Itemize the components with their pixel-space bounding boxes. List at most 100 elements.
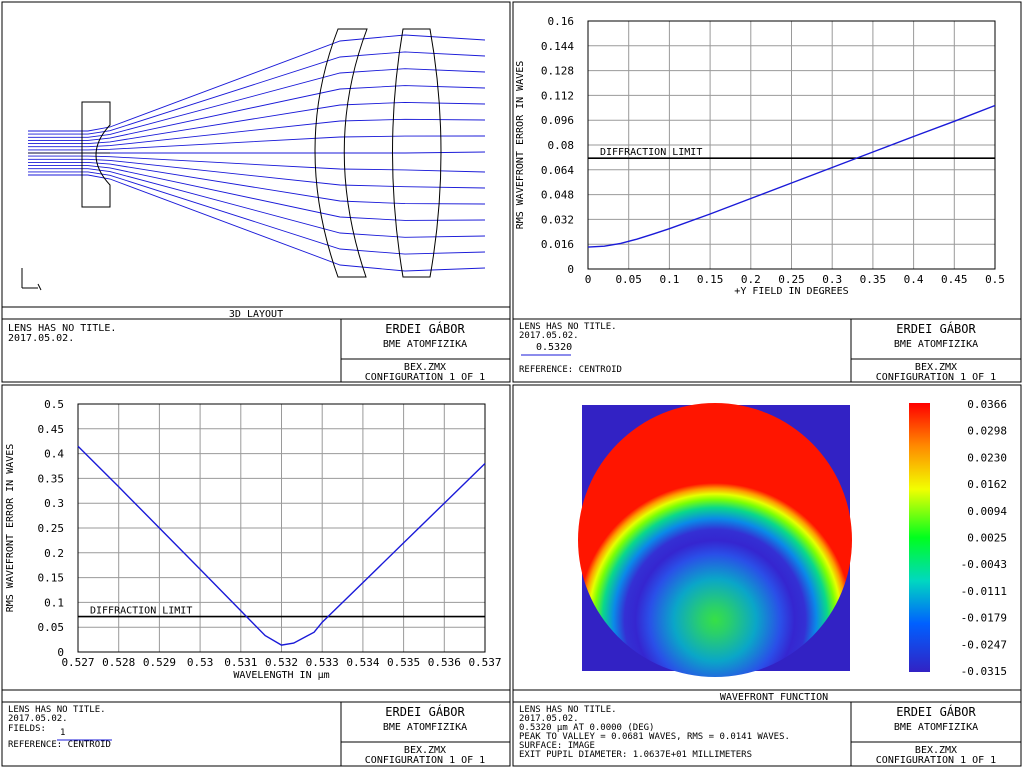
y-tick-label: 0: [567, 263, 574, 276]
colorbar-tick-label: -0.0247: [961, 638, 1007, 651]
y-tick-label: 0.35: [38, 472, 65, 485]
colorbar-tick-label: -0.0043: [961, 558, 1007, 571]
ray: [28, 68, 486, 138]
colorbar-tick-label: 0.0230: [967, 451, 1007, 464]
x-tick-label: 0.537: [468, 656, 501, 669]
x-tick-label: 0.15: [697, 273, 724, 286]
legend-label: 0.5320: [536, 342, 572, 353]
y-tick-label: 0.05: [38, 621, 65, 634]
colorbar-tick-label: 0.0025: [967, 532, 1007, 545]
author-name: ERDEI GÁBOR: [385, 704, 465, 719]
ray: [28, 85, 486, 141]
title-block: LENS HAS NO TITLE. 2017.05.02. ERDEI GÁB…: [8, 319, 510, 383]
x-tick-label: 0.527: [61, 656, 94, 669]
lens-element-2: [314, 28, 368, 278]
reference-label: REFERENCE: CENTROID: [519, 365, 622, 375]
panel-rms-vs-wavelength: 0.527 0.528 0.529 0.53 0.531 0.532 0.533 0.534 0…: [1, 384, 511, 767]
diffraction-limit-label: DIFFRACTION LIMIT: [600, 147, 702, 158]
y-tick-label: 0.016: [541, 238, 574, 251]
y-tick-label: 0.08: [548, 139, 575, 152]
y-tick-label: 0.45: [38, 423, 65, 436]
wavefront-map: [578, 403, 852, 677]
x-tick-label: 0: [585, 273, 592, 286]
author-name: ERDEI GÁBOR: [385, 321, 465, 336]
configuration-label: CONFIGURATION 1 OF 1: [876, 755, 996, 766]
organization: BME ATOMFIZIKA: [894, 339, 978, 350]
x-tick-label: 0.35: [860, 273, 887, 286]
info-line: 2017.05.02.: [519, 331, 579, 341]
x-tick-label: 0.45: [941, 273, 968, 286]
configuration-label: CONFIGURATION 1 OF 1: [876, 372, 996, 383]
panel-rms-vs-field: 0 0.05 0.1 0.15 0.2 0.25 0.3 0.35 0.4 0.45 0.5 0 0.0…: [512, 1, 1022, 383]
x-tick-label: 0.25: [778, 273, 805, 286]
x-axis-label: +Y FIELD IN DEGREES: [734, 286, 848, 297]
y-tick-label: 0.032: [541, 213, 574, 226]
colorbar: [909, 403, 930, 672]
info-line: LENS HAS NO TITLE.: [8, 323, 116, 334]
x-tick-label: 0.5: [985, 273, 1005, 286]
x-tick-label: 0.1: [659, 273, 679, 286]
panel-wavefront-function: WAVEFRONT FUNCTION 0.03660.02980.02300.0…: [512, 384, 1022, 767]
series-line: [77, 445, 486, 646]
y-tick-label: 0.064: [541, 164, 574, 177]
x-tick-label: 0.531: [224, 656, 257, 669]
y-tick-label: 0.144: [541, 40, 574, 53]
title-block: LENS HAS NO TITLE. 2017.05.02. FIELDS: 1…: [8, 702, 510, 766]
rms-field-chart: 0 0.05 0.1 0.15 0.2 0.25 0.3 0.35 0.4 0.45 0.5 0 0.0…: [515, 15, 1005, 297]
y-tick-label: 0.112: [541, 89, 574, 102]
ray: [28, 34, 486, 132]
panel-frame: [512, 384, 1022, 767]
ray: [28, 101, 486, 145]
y-tick-label: 0.4: [44, 448, 64, 461]
colorbar-tick-label: -0.0111: [961, 585, 1007, 598]
ray: [28, 135, 486, 151]
panel-frame: [1, 384, 511, 767]
info-line: LENS HAS NO TITLE.: [519, 322, 617, 332]
y-tick-label: 0.3: [44, 497, 64, 510]
fields-label: FIELDS:: [8, 724, 46, 734]
y-tick-label: 0.096: [541, 114, 574, 127]
info-line: 2017.05.02.: [8, 333, 74, 344]
color-scale: 0.0366 0.0298 0.0230 0.0162 0.0094 0.0025 -0.0…: [909, 398, 1007, 678]
colorbar-tick-label: 0.0162: [967, 478, 1007, 491]
y-tick-label: 0.15: [38, 572, 65, 585]
rms-wavelength-chart: 0.527 0.528 0.529 0.53 0.531 0.532 0.533 0.534 0…: [5, 398, 502, 681]
lens-element-3: [392, 28, 442, 278]
ray: [28, 174, 486, 272]
colorbar-tick-label: 0.0298: [967, 425, 1007, 438]
ray: [28, 155, 486, 173]
reference-label: REFERENCE: CENTROID: [8, 740, 111, 750]
y-tick-label: 0: [57, 646, 64, 659]
panel-3d-layout: 3D LAYOUT LENS HAS NO TITLE. 2017.05.02.…: [1, 1, 511, 383]
y-tick-label: 0.25: [38, 522, 65, 535]
title-block: LENS HAS NO TITLE. 2017.05.02. 0.5320 µm…: [519, 702, 1021, 766]
title-block: LENS HAS NO TITLE. 2017.05.02. 0.5320 RE…: [519, 319, 1021, 383]
y-tick-label: 0.2: [44, 547, 64, 560]
fields-value: 1: [60, 728, 65, 738]
x-tick-label: 0.535: [387, 656, 420, 669]
y-tick-label: 0.1: [44, 596, 64, 609]
panel-frame: [512, 1, 1022, 383]
lens-element-1: [81, 101, 111, 208]
info-line: SURFACE: IMAGE: [519, 741, 595, 751]
info-line: LENS HAS NO TITLE.: [8, 705, 106, 715]
x-tick-label: 0.2: [741, 273, 761, 286]
x-tick-label: 0.3: [822, 273, 842, 286]
x-axis-label: WAVELENGTH IN µm: [233, 670, 329, 681]
panel-frame: [1, 1, 511, 383]
colorbar-tick-label: 0.0366: [967, 398, 1007, 411]
organization: BME ATOMFIZIKA: [383, 339, 467, 350]
axis-triad-icon: [21, 268, 42, 291]
y-axis-label: RMS WAVEFRONT ERROR IN WAVES: [5, 444, 16, 613]
x-tick-label: 0.532: [265, 656, 298, 669]
info-line: 2017.05.02.: [519, 714, 579, 724]
y-axis-label: RMS WAVEFRONT ERROR IN WAVES: [515, 61, 526, 230]
colorbar-tick-label: -0.0315: [961, 665, 1007, 678]
ray: [28, 51, 486, 135]
info-line: 2017.05.02.: [8, 714, 68, 724]
y-tick-label: 0.128: [541, 65, 574, 78]
x-tick-label: 0.529: [143, 656, 176, 669]
configuration-label: CONFIGURATION 1 OF 1: [365, 755, 485, 766]
file-name: BEX.ZMX: [404, 745, 446, 756]
